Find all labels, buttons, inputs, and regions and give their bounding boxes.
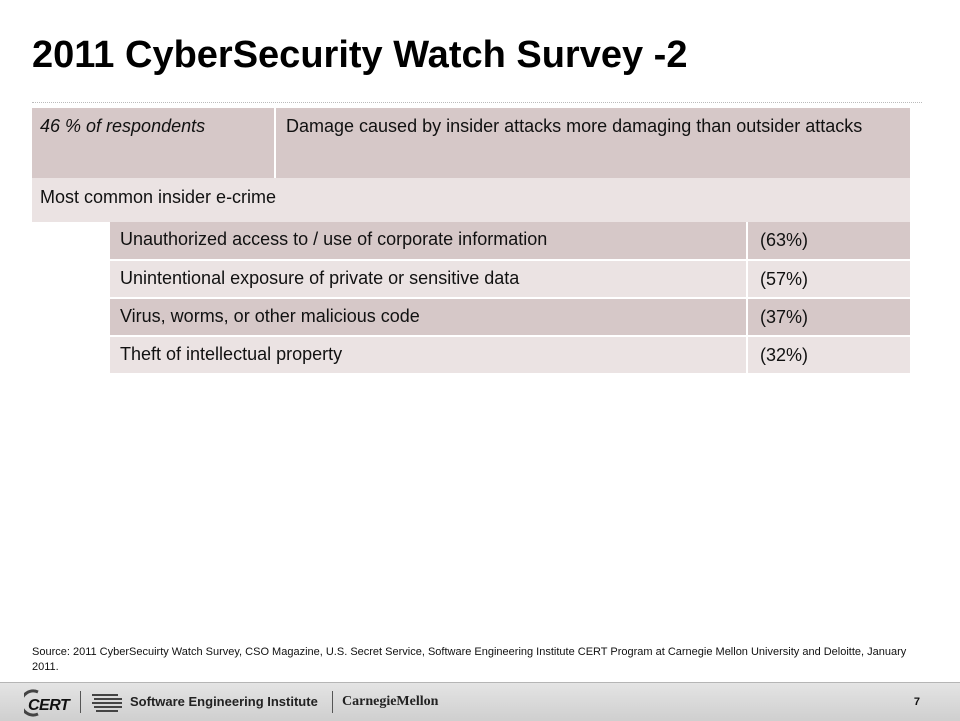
footer-divider: [80, 691, 81, 713]
crime-percent: (57%): [760, 269, 809, 289]
crime-label: Virus, worms, or other malicious code: [110, 299, 748, 335]
crime-percent: (63%): [760, 230, 809, 250]
footer-bar: CERT Software Engineering Institute Carn…: [0, 682, 960, 721]
crime-percent: (37%): [760, 307, 809, 327]
respondents-cell: 46 % of respondents: [32, 108, 276, 178]
finding-cell: Damage caused by insider attacks more da…: [286, 116, 863, 136]
crime-percent: (32%): [760, 345, 809, 365]
crime-label: Unintentional exposure of private or sen…: [110, 261, 748, 297]
cmu-label: CarnegieMellon: [342, 694, 439, 709]
page-number: 7: [913, 696, 920, 708]
cert-label: CERT: [28, 697, 70, 714]
slide-title: 2011 CyberSecurity Watch Survey -2: [32, 34, 688, 76]
table-row: Unintentional exposure of private or sen…: [110, 259, 910, 297]
sei-label: Software Engineering Institute: [130, 694, 318, 709]
insider-crime-table: Unauthorized access to / use of corporat…: [110, 222, 910, 373]
table-row: Theft of intellectual property (32%): [110, 335, 910, 373]
table-row: Virus, worms, or other malicious code (3…: [110, 297, 910, 335]
footer-divider: [332, 691, 333, 713]
subheading-cell: Most common insider e-crime: [40, 187, 277, 207]
summary-row: 46 % of respondents Damage caused by ins…: [32, 108, 910, 178]
crime-label: Theft of intellectual property: [110, 337, 748, 373]
subheading-row: Most common insider e-crime: [32, 178, 910, 222]
title-divider: [32, 102, 922, 103]
source-citation: Source: 2011 CyberSecuirty Watch Survey,…: [32, 646, 907, 673]
sei-logo-icon: [92, 694, 122, 712]
table-row: Unauthorized access to / use of corporat…: [110, 222, 910, 259]
crime-label: Unauthorized access to / use of corporat…: [110, 222, 748, 259]
cert-logo-icon: [24, 689, 39, 717]
